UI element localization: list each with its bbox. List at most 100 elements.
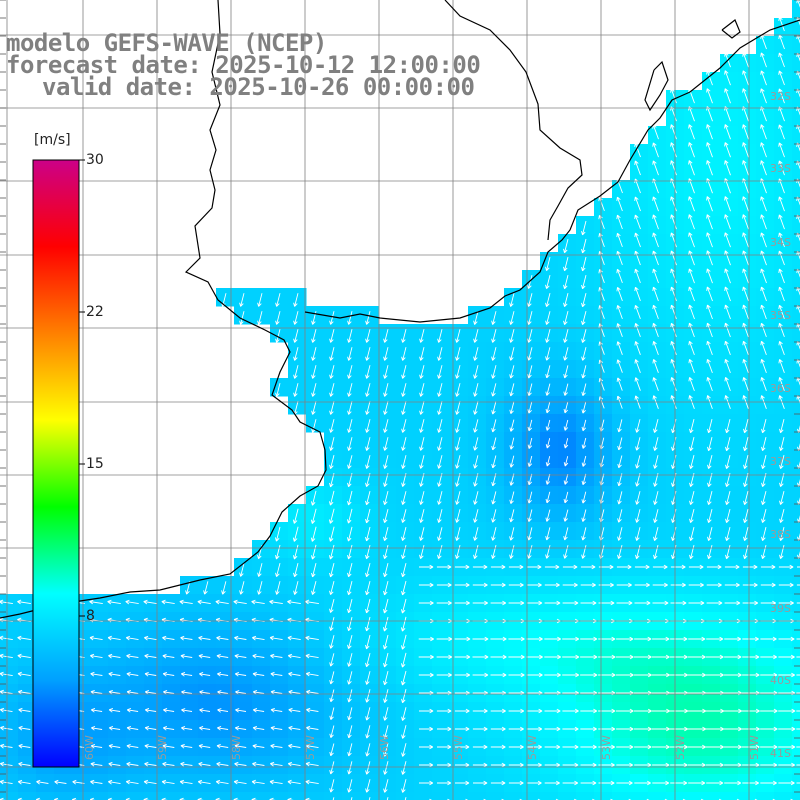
wind-arrow	[664, 798, 668, 800]
wind-arrow	[527, 419, 533, 432]
wind-arrow	[383, 419, 389, 433]
wind-arrow	[617, 473, 623, 487]
wind-arrow	[509, 545, 515, 559]
wind-arrow	[455, 527, 461, 541]
wind-arrow	[760, 214, 767, 230]
field-cell	[792, 378, 800, 397]
field-cell	[792, 0, 800, 19]
wind-arrow	[724, 196, 731, 212]
wind-arrow	[199, 708, 211, 713]
field-cell	[108, 792, 127, 800]
wind-arrow	[382, 616, 389, 632]
coastline	[0, 0, 800, 619]
wind-arrow	[347, 580, 353, 596]
wind-arrow	[670, 358, 677, 374]
wind-arrow	[221, 581, 227, 595]
wind-arrow	[472, 582, 488, 588]
wind-arrow	[509, 473, 515, 486]
wind-arrow	[689, 490, 695, 506]
field-cell	[774, 792, 793, 800]
wind-arrow	[419, 419, 425, 433]
wind-arrow	[545, 527, 551, 541]
wind-arrow	[508, 672, 525, 678]
wind-arrow	[796, 602, 800, 604]
wind-arrow	[447, 798, 451, 800]
wind-arrow	[616, 708, 634, 714]
field-cell	[792, 72, 800, 91]
wind-arrow	[161, 599, 175, 605]
wind-arrow	[526, 636, 543, 642]
wind-arrow	[705, 726, 725, 732]
wind-arrow	[329, 401, 335, 415]
wind-arrow	[126, 707, 139, 713]
wind-arrow	[581, 329, 587, 343]
wind-arrow	[581, 220, 587, 236]
wind-arrow	[581, 256, 587, 272]
wind-arrow	[491, 473, 497, 487]
wind-arrow	[616, 762, 634, 768]
wind-arrow	[108, 653, 121, 659]
wind-arrow	[329, 779, 335, 793]
wind-arrow	[383, 508, 389, 524]
wind-arrow	[17, 779, 31, 785]
wind-arrow	[89, 635, 103, 641]
wind-arrow	[742, 600, 759, 606]
wind-arrow	[491, 383, 497, 397]
wind-arrow	[305, 671, 319, 677]
wind-arrow	[509, 311, 515, 325]
wind-arrow	[203, 581, 209, 595]
wind-arrow	[706, 600, 723, 606]
wind-arrow	[383, 580, 389, 596]
wind-arrow	[778, 268, 785, 284]
wind-arrow	[509, 419, 515, 432]
field-cell	[630, 792, 649, 800]
wind-arrow	[365, 508, 371, 524]
wind-arrow	[365, 743, 371, 757]
wind-arrow	[706, 564, 722, 570]
wind-arrow	[736, 798, 740, 800]
wind-arrow	[144, 653, 157, 659]
wind-arrow	[401, 743, 407, 757]
field-cell	[792, 594, 800, 613]
wind-arrow	[509, 509, 515, 523]
wind-arrow	[544, 780, 560, 786]
wind-arrow	[653, 418, 659, 433]
wind-arrow	[778, 322, 785, 338]
wind-arrow	[383, 670, 389, 686]
wind-arrow	[705, 672, 724, 678]
wind-arrow	[527, 401, 533, 414]
wind-arrow	[126, 725, 139, 731]
wind-arrow	[275, 562, 281, 578]
wind-arrow	[329, 707, 335, 721]
field-cell	[18, 792, 37, 800]
wind-arrow	[760, 564, 776, 570]
wind-arrow	[108, 761, 121, 767]
wind-arrow	[508, 636, 525, 642]
wind-arrow	[310, 544, 317, 560]
wind-arrow	[329, 329, 335, 343]
wind-arrow	[688, 780, 706, 786]
wind-arrow	[616, 323, 623, 337]
wind-arrow	[562, 636, 580, 642]
wind-arrow	[652, 214, 659, 230]
wind-arrow	[311, 401, 317, 415]
lon-label: 53W	[600, 735, 613, 760]
wind-arrow	[616, 726, 634, 732]
wind-arrow	[437, 455, 443, 469]
wind-arrow	[473, 311, 479, 325]
wind-arrow	[670, 762, 688, 768]
wind-arrow	[180, 671, 193, 677]
wind-arrow	[724, 286, 731, 302]
field-cell	[702, 792, 721, 800]
wind-arrow	[54, 779, 67, 785]
wind-arrow	[365, 598, 371, 614]
wind-arrow	[0, 635, 13, 641]
wind-arrow	[437, 473, 443, 487]
field-cell	[792, 252, 800, 271]
wind-arrow	[126, 671, 139, 677]
wind-arrow	[760, 70, 767, 86]
wind-arrow	[706, 762, 724, 768]
wind-arrow	[652, 654, 670, 660]
wind-arrow	[724, 322, 731, 338]
